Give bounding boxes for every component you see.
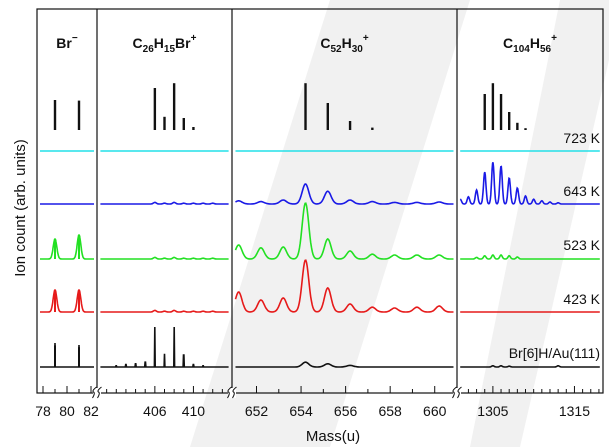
axis-break-gap-1	[93, 388, 101, 398]
axis-break-mark-1-1	[97, 386, 102, 399]
trace-2-2	[234, 202, 454, 260]
axis-break-mark-3-1	[457, 386, 462, 399]
trace-0-3	[40, 289, 94, 313]
x-tick-label-0-2: 82	[83, 403, 99, 419]
panel-title-2: C52H30+	[320, 33, 369, 55]
axis-break-gap-3	[453, 388, 461, 398]
trace-3-2	[460, 254, 600, 260]
panel-title-3: C104H56+	[503, 33, 557, 55]
trace-1-4	[100, 326, 229, 368]
simulated-isotope-patterns	[53, 83, 527, 130]
watermark-stroke-0	[190, 0, 470, 447]
x-tick-label-3-0: 1305	[477, 403, 508, 419]
trace-label-0: 723 K	[563, 130, 600, 146]
x-tick-label-3-1: 1315	[559, 403, 590, 419]
panel-title-1: C26H15Br+	[133, 33, 197, 55]
trace-3-1	[459, 162, 600, 205]
x-tick-label-2-3: 658	[378, 403, 402, 419]
axis-break-mark-2-1	[232, 386, 237, 399]
y-axis-title: Ion count (arb. units)	[12, 139, 29, 277]
trace-label-1: 643 K	[563, 183, 600, 199]
x-tick-label-2-1: 654	[289, 403, 313, 419]
trace-1-1	[100, 201, 229, 205]
x-axis-title: Mass(u)	[306, 428, 360, 445]
x-tick-label-1-0: 406	[143, 403, 167, 419]
trace-label-3: 423 K	[563, 291, 600, 307]
trace-2-1	[235, 183, 454, 205]
x-tick-label-1-1: 410	[182, 403, 206, 419]
trace-label-2: 523 K	[563, 237, 600, 253]
trace-3-4	[460, 365, 600, 368]
x-tick-label-2-0: 652	[245, 403, 269, 419]
x-tick-label-2-2: 656	[334, 403, 358, 419]
panel-titles: Br− C26H15Br+ C52H30+ C104H56+	[56, 33, 557, 55]
x-tick-label-0-0: 78	[35, 403, 51, 419]
trace-1-2	[100, 256, 229, 260]
axis-break-gap-2	[228, 388, 236, 398]
axis-break-mark-1-0	[92, 386, 97, 399]
axis-break-mark-2-0	[227, 386, 232, 399]
trace-0-2	[40, 234, 94, 260]
x-tick-label-2-4: 660	[423, 403, 447, 419]
spectrum-traces	[40, 150, 600, 368]
watermark-stroke-1	[470, 0, 609, 447]
trace-1-3	[100, 309, 229, 313]
x-tick-label-0-1: 80	[59, 403, 75, 419]
watermark	[190, 0, 609, 447]
trace-0-4	[40, 342, 94, 368]
trace-label-4: Br[6]H/Au(111)	[509, 345, 600, 361]
trace-labels: 723 K 643 K 523 K 423 K Br[6]H/Au(111)	[509, 130, 601, 361]
trace-2-3	[234, 259, 454, 313]
trace-2-4	[235, 361, 454, 368]
axis-ticks: 78 80 82 406 410 652 654 656 658 660 1305 1315	[35, 386, 600, 419]
axis-break-mark-3-0	[452, 386, 457, 399]
panel-title-0: Br−	[56, 33, 78, 51]
plot-frame	[36, 8, 604, 394]
panel-frames	[36, 8, 604, 394]
